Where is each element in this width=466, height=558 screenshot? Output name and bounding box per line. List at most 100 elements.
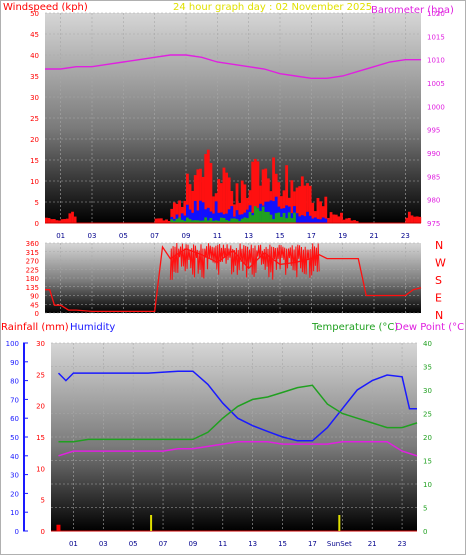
wind-low-bar	[230, 218, 234, 223]
direction-y-tick-label: 45	[30, 301, 39, 309]
climate-x-tick-label: 01	[69, 540, 78, 548]
temperature-y-tick-label: 30	[423, 387, 432, 395]
wind-panel-axes: 0510152025303540455097598098599099510001…	[30, 10, 445, 240]
climate-series	[56, 370, 418, 531]
wind-low-bar	[225, 219, 228, 223]
wind-gust-bar	[340, 212, 343, 223]
wind-gust-bar	[290, 180, 294, 223]
wind-gust-bar	[332, 214, 336, 223]
wind-gust-bar	[47, 218, 51, 223]
wind-gust-bar	[347, 217, 351, 223]
wind-average-bar	[217, 212, 221, 223]
barometer-axis-title: Barometer (hpa)	[371, 5, 454, 16]
direction-y-tick-label: 0	[35, 310, 39, 318]
wind-gust-bar	[170, 208, 174, 223]
wind-low-bar	[261, 206, 265, 223]
wind-low-bar	[287, 212, 291, 223]
wind-low-bar	[240, 218, 244, 223]
wind-gust-bar	[240, 180, 244, 223]
wind-y-tick-label: 40	[30, 52, 39, 60]
wind-gust-bar	[167, 221, 171, 223]
wind-gust-bar	[65, 218, 69, 223]
barometer-y-tick-label: 1010	[427, 57, 445, 65]
wind-gust-bar	[413, 216, 416, 223]
wind-gust-bar	[162, 220, 166, 223]
wind-gust-bar	[285, 165, 289, 223]
wind-gust-bar	[55, 220, 59, 223]
wind-gust-bar	[415, 216, 419, 223]
rainfall-y-tick-label: 15	[36, 434, 45, 442]
rainfall-y-tick-label: 10	[36, 465, 45, 473]
rainfall-y-tick-label: 30	[36, 340, 45, 348]
humidity-y-tick-label: 0	[15, 528, 19, 536]
rainfall-y-tick-label: 20	[36, 403, 45, 411]
humidity-y-tick-label: 50	[10, 434, 19, 442]
direction-series	[45, 242, 422, 313]
barometer-y-tick-label: 1015	[427, 33, 445, 41]
wind-gust-bar	[300, 176, 304, 223]
wind-gust-bar	[319, 201, 322, 223]
direction-y-tick-label: 360	[26, 240, 39, 248]
wind-low-bar	[227, 220, 231, 223]
wind-gust-bar	[50, 219, 54, 223]
temperature-y-tick-label: 20	[423, 434, 432, 442]
wind-low-bar	[253, 206, 257, 223]
direction-y-tick-label: 180	[26, 275, 39, 283]
direction-oscillation-line	[169, 242, 320, 280]
wind-gust-bar	[313, 211, 317, 223]
climate-x-tick-label: 13	[248, 540, 257, 548]
wind-x-tick-label: 01	[56, 232, 65, 240]
wind-y-tick-label: 5	[35, 199, 39, 207]
humidity-y-tick-label: 90	[10, 359, 19, 367]
barometer-y-tick-label: 1000	[427, 103, 445, 111]
climate-panel-background	[51, 343, 417, 531]
wind-gust-bar	[243, 184, 247, 223]
barometer-y-tick-label: 975	[427, 220, 440, 228]
wind-gust-bar	[183, 200, 187, 223]
wind-gust-bar	[58, 220, 61, 223]
wind-low-bar	[233, 218, 236, 223]
wind-gust-bar	[251, 161, 255, 223]
humidity-y-tick-label: 10	[10, 509, 19, 517]
wind-low-bar	[293, 212, 296, 223]
wind-gust-bar	[298, 186, 302, 223]
wind-average-bar	[214, 201, 218, 223]
wind-gust-bar	[157, 218, 161, 223]
temperature-y-tick-label: 40	[423, 340, 432, 348]
climate-x-tick-label: 07	[159, 540, 168, 548]
wind-x-tick-label: 15	[276, 232, 285, 240]
wind-average-bar	[313, 217, 317, 223]
dewpoint-axis-title: Dew Point (°C)	[395, 322, 465, 333]
wind-gust-bar	[353, 220, 356, 223]
wind-average-bar	[324, 218, 328, 223]
wind-average-bar	[280, 208, 283, 223]
wind-gust-bar	[350, 220, 354, 223]
wind-panel-grid	[45, 12, 421, 224]
wind-gust-bar	[209, 163, 213, 223]
wind-gust-bar	[238, 202, 242, 223]
wind-low-bar	[170, 219, 174, 223]
temperature-line	[58, 384, 418, 443]
wind-gust-bar	[222, 167, 226, 223]
dewpoint-line	[58, 440, 418, 457]
wind-gust-bar	[295, 187, 299, 223]
wind-average-bar	[290, 213, 294, 223]
wind-x-tick-label: 19	[338, 232, 347, 240]
direction-y-tick-label: 135	[26, 284, 39, 292]
wind-gust-bar	[303, 185, 307, 223]
rainfall-y-tick-label: 25	[36, 371, 45, 379]
wind-average-bar	[196, 210, 200, 223]
direction-y-tick-label: 315	[26, 249, 39, 257]
wind-low-bar	[175, 218, 179, 223]
barometer-y-tick-label: 995	[427, 127, 440, 135]
compass-label: N	[435, 239, 443, 252]
wind-low-bar	[238, 220, 242, 223]
wind-gust-bar	[253, 158, 257, 223]
wind-low-bar	[196, 220, 200, 223]
wind-gust-bar	[418, 216, 422, 223]
wind-gust-bar	[68, 213, 72, 223]
wind-y-tick-label: 0	[35, 220, 39, 228]
wind-gust-bar	[329, 212, 333, 223]
wind-gust-bar	[201, 176, 205, 223]
